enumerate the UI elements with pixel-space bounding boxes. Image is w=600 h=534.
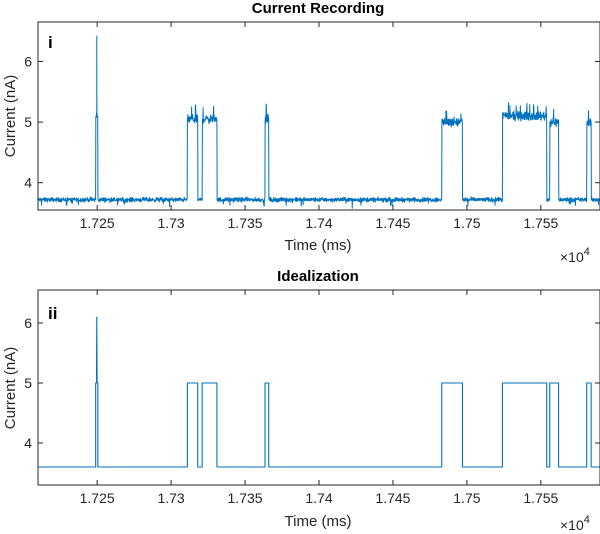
series-layer xyxy=(37,35,600,209)
x-tick-label: 1.735 xyxy=(228,490,263,506)
ticks-layer: 1.725 1.73 1.735 1.74 1.745 1.75 1.755 4 5 6 xyxy=(24,290,600,506)
y-tick-label: 6 xyxy=(24,53,32,69)
current-recording-panel: Current Recording 1.725 1.73 1.735 1.74 1.74… xyxy=(2,0,600,265)
y-axis-label: Current (nA) xyxy=(2,347,19,430)
x-tick-label: 1.755 xyxy=(523,215,558,231)
x-multiplier: ×104 xyxy=(560,514,590,533)
chart-title: Idealization xyxy=(277,268,359,285)
x-tick-label: 1.74 xyxy=(305,215,332,231)
y-tick-label: 4 xyxy=(24,435,32,451)
y-tick-label: 6 xyxy=(24,315,32,331)
y-tick-label: 5 xyxy=(24,375,32,391)
panel-label: i xyxy=(48,33,53,52)
x-tick-label: 1.75 xyxy=(453,490,480,506)
x-multiplier-exp: 4 xyxy=(584,514,590,526)
x-multiplier-base: ×10 xyxy=(560,517,584,533)
x-tick-label: 1.745 xyxy=(375,215,410,231)
x-tick-label: 1.735 xyxy=(228,215,263,231)
y-tick-label: 5 xyxy=(24,114,32,130)
x-multiplier-base: ×10 xyxy=(560,249,584,265)
x-tick-label: 1.725 xyxy=(80,490,115,506)
chart-title: Current Recording xyxy=(252,0,385,17)
x-axis-label: Time (ms) xyxy=(285,237,352,254)
x-axis-label: Time (ms) xyxy=(285,513,352,530)
series-line xyxy=(37,35,600,209)
panel-label: ii xyxy=(48,304,57,323)
y-tick-label: 4 xyxy=(24,175,32,191)
x-tick-label: 1.73 xyxy=(157,215,184,231)
x-multiplier: ×104 xyxy=(560,246,590,265)
x-tick-label: 1.73 xyxy=(157,490,184,506)
x-tick-label: 1.725 xyxy=(80,215,115,231)
ticks-layer: 1.725 1.73 1.735 1.74 1.745 1.75 1.755 4 5 6 xyxy=(24,22,600,231)
x-tick-label: 1.745 xyxy=(375,490,410,506)
x-tick-label: 1.75 xyxy=(453,215,480,231)
series-layer xyxy=(38,316,600,468)
x-multiplier-exp: 4 xyxy=(584,246,590,258)
x-tick-label: 1.755 xyxy=(523,490,558,506)
x-tick-label: 1.74 xyxy=(305,490,332,506)
idealization-panel: Idealization 1.725 1.73 1.735 1.74 1.745 1.75… xyxy=(2,268,600,533)
plot-frame xyxy=(37,289,600,486)
y-axis-label: Current (nA) xyxy=(2,75,19,158)
series-line xyxy=(38,316,600,468)
